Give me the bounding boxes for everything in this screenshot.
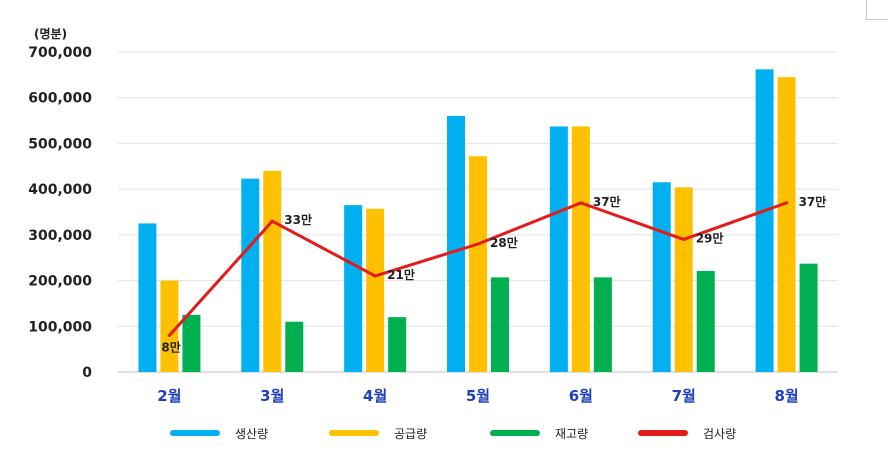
bar-재고량-6월 bbox=[593, 277, 612, 372]
y-tick-label: 200,000 bbox=[28, 274, 92, 290]
inspection-point-2월 bbox=[167, 333, 171, 337]
y-unit-label: (명분) bbox=[34, 27, 67, 41]
bar-생산량-2월 bbox=[138, 223, 157, 372]
inspection-point-5월 bbox=[476, 242, 480, 246]
bar-공급량-5월 bbox=[469, 156, 487, 372]
y-tick-label: 400,000 bbox=[28, 182, 92, 198]
data-label: 37만 bbox=[799, 194, 827, 209]
bar-생산량-7월 bbox=[652, 182, 671, 372]
bar-생산량-8월 bbox=[755, 69, 774, 372]
y-tick-label: 0 bbox=[82, 365, 92, 381]
data-label: 8만 bbox=[161, 339, 180, 354]
inspection-point-6월 bbox=[579, 201, 583, 205]
y-tick-label: 700,000 bbox=[28, 45, 92, 61]
legend-label: 재고량 bbox=[555, 427, 588, 441]
bar-공급량-8월 bbox=[777, 77, 796, 373]
data-label: 29만 bbox=[696, 230, 724, 245]
bar-재고량-7월 bbox=[696, 270, 715, 372]
bar-생산량-6월 bbox=[549, 126, 568, 372]
legend-label: 생산량 bbox=[235, 427, 268, 441]
bar-재고량-4월 bbox=[388, 317, 407, 372]
data-label: 33만 bbox=[284, 212, 312, 227]
y-tick-label: 600,000 bbox=[28, 91, 92, 107]
inspection-point-7월 bbox=[682, 237, 686, 241]
y-tick-label: 100,000 bbox=[28, 319, 92, 335]
data-label: 21만 bbox=[387, 267, 415, 282]
bar-생산량-5월 bbox=[447, 116, 465, 372]
bar-생산량-4월 bbox=[344, 205, 363, 372]
bar-생산량-3월 bbox=[241, 178, 260, 372]
bar-공급량-7월 bbox=[674, 187, 693, 372]
y-tick-label: 500,000 bbox=[28, 136, 92, 152]
inspection-point-8월 bbox=[785, 201, 789, 205]
x-tick-label: 2월 bbox=[157, 387, 181, 405]
legend-label: 공급량 bbox=[394, 427, 427, 441]
bar-공급량-4월 bbox=[366, 208, 385, 372]
inspection-point-4월 bbox=[373, 274, 377, 278]
bar-공급량-6월 bbox=[571, 126, 590, 372]
x-tick-label: 7월 bbox=[672, 387, 696, 405]
bar-재고량-5월 bbox=[491, 277, 509, 372]
bar-공급량-2월 bbox=[160, 280, 179, 372]
y-tick-label: 300,000 bbox=[28, 228, 92, 244]
x-tick-label: 4월 bbox=[363, 387, 387, 405]
x-tick-label: 3월 bbox=[260, 387, 284, 405]
bar-재고량-8월 bbox=[799, 263, 818, 372]
legend-label: 검사량 bbox=[703, 427, 736, 441]
bar-재고량-2월 bbox=[182, 314, 201, 372]
data-label: 37만 bbox=[593, 194, 621, 209]
x-tick-label: 6월 bbox=[569, 387, 593, 405]
data-label: 28만 bbox=[490, 235, 518, 250]
bar-공급량-3월 bbox=[263, 170, 282, 372]
bar-재고량-3월 bbox=[285, 321, 304, 372]
inspection-point-3월 bbox=[270, 219, 274, 223]
x-tick-label: 5월 bbox=[466, 387, 490, 405]
corner-box bbox=[866, 0, 888, 20]
x-tick-label: 8월 bbox=[774, 387, 798, 405]
